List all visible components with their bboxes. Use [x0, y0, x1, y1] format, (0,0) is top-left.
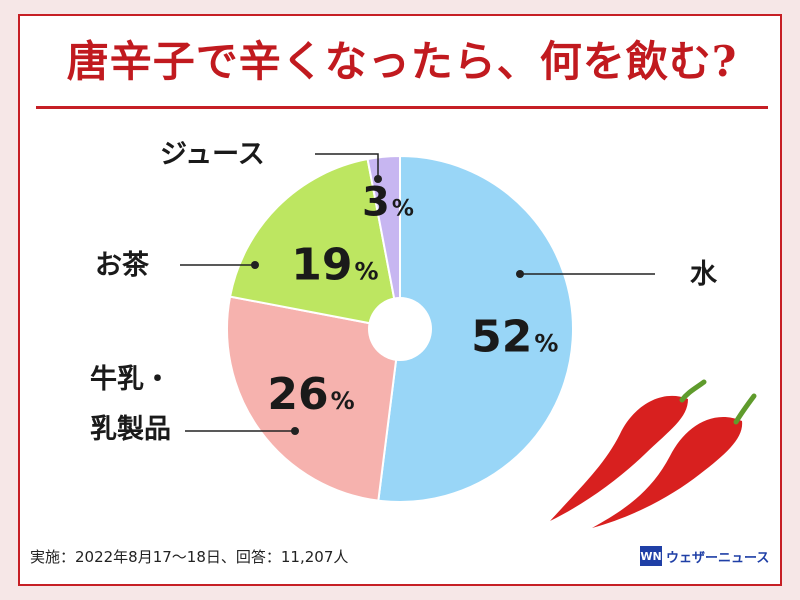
category-label-tea: お茶: [95, 250, 150, 281]
pie-slice-tea: [228, 157, 402, 331]
title-divider: [36, 106, 768, 109]
brand-logo: WN: [640, 546, 662, 566]
chili-stem-right: [733, 393, 757, 425]
card: 唐辛子で辛くなったら、何を飲む? 52% 水 26% 牛乳・乳製品 19% お茶 3% ジュー…: [18, 14, 782, 586]
callout-line-juice: [315, 153, 379, 179]
category-label-dairy: 牛乳・乳製品: [90, 364, 171, 445]
pie-slice-juice: [366, 154, 401, 330]
category-label-juice: ジュース: [160, 139, 265, 170]
survey-note: 実施：2022年8月17〜18日、回答：11,207人: [30, 548, 349, 566]
brand: WN ウェザーニュース: [640, 546, 769, 566]
chili-stem-left: [679, 379, 707, 403]
pie-slice-water: [377, 154, 574, 503]
pie-center-hole: [368, 297, 432, 361]
chili-pepper-left: [550, 395, 688, 521]
chili-pepper-right: [592, 416, 743, 528]
page-title: 唐辛子で辛くなったら、何を飲む?: [66, 37, 738, 86]
brand-name: ウェザーニュース: [666, 550, 770, 566]
value-label-water: 52%: [471, 312, 558, 363]
chili-pepper-illustration: [550, 379, 757, 528]
category-label-water: 水: [690, 259, 718, 290]
